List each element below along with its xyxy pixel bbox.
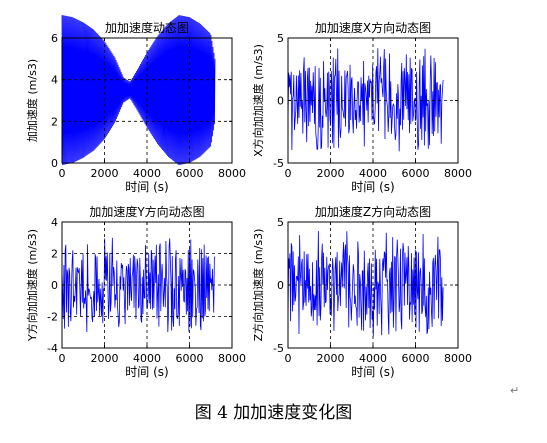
x-tick-label: 2000 bbox=[317, 352, 345, 365]
y-axis-label: 加加速度 (m/s3) bbox=[25, 59, 39, 142]
x-tick-label: 6000 bbox=[402, 167, 430, 180]
x-tick-label: 6000 bbox=[402, 352, 430, 365]
x-axis-label: 时间 (s) bbox=[351, 180, 394, 194]
y-tick-label: -5 bbox=[273, 342, 284, 355]
y-tick-label: -2 bbox=[47, 311, 58, 324]
y-axis-label: Z方向加加速度 (m/s3) bbox=[251, 229, 265, 342]
x-tick-label: 6000 bbox=[176, 352, 204, 365]
y-tick-label: -5 bbox=[273, 157, 284, 170]
y-tick-label: 5 bbox=[277, 32, 284, 45]
y-tick-label: 6 bbox=[51, 32, 58, 45]
y-tick-label: 0 bbox=[277, 279, 284, 292]
x-tick-label: 0 bbox=[285, 352, 292, 365]
x-tick-label: 8000 bbox=[218, 352, 246, 365]
x-tick-label: 8000 bbox=[444, 352, 472, 365]
x-tick-label: 4000 bbox=[359, 167, 387, 180]
x-tick-label: 4000 bbox=[359, 352, 387, 365]
x-tick-label: 0 bbox=[285, 167, 292, 180]
x-tick-label: 2000 bbox=[317, 167, 345, 180]
x-axis-label: 时间 (s) bbox=[125, 180, 168, 194]
y-tick-label: 0 bbox=[277, 95, 284, 108]
y-axis-label: Y方向加加速度 (m/s3) bbox=[25, 229, 39, 342]
x-axis-label: 时间 (s) bbox=[351, 365, 394, 379]
x-tick-label: 4000 bbox=[133, 167, 161, 180]
y-tick-label: 5 bbox=[277, 216, 284, 229]
x-tick-label: 0 bbox=[59, 167, 66, 180]
paragraph-mark-icon: ↵ bbox=[510, 384, 520, 397]
y-tick-label: 0 bbox=[51, 279, 58, 292]
x-tick-label: 8000 bbox=[444, 167, 472, 180]
chart-title: 加加速度Z方向动态图 bbox=[315, 204, 431, 219]
y-tick-label: 4 bbox=[51, 74, 58, 87]
y-tick-label: -4 bbox=[47, 342, 58, 355]
y-tick-label: 4 bbox=[51, 216, 58, 229]
x-tick-label: 6000 bbox=[176, 167, 204, 180]
x-tick-label: 2000 bbox=[91, 352, 119, 365]
x-tick-label: 0 bbox=[59, 352, 66, 365]
x-tick-label: 8000 bbox=[218, 167, 246, 180]
y-axis-label: X方向加加速度 (m/s3) bbox=[251, 44, 265, 157]
y-tick-label: 2 bbox=[51, 115, 58, 128]
chart-title: 加加速度X方向动态图 bbox=[315, 20, 431, 35]
series-line bbox=[61, 15, 216, 166]
chart-title: 加加速度Y方向动态图 bbox=[89, 204, 204, 219]
x-tick-label: 4000 bbox=[133, 352, 161, 365]
chart-title: 加加速度动态图 bbox=[105, 20, 189, 35]
series-line bbox=[287, 48, 444, 152]
y-tick-label: 0 bbox=[51, 157, 58, 170]
series-line bbox=[287, 231, 444, 337]
x-axis-label: 时间 (s) bbox=[125, 365, 168, 379]
y-tick-label: 2 bbox=[51, 248, 58, 261]
x-tick-label: 2000 bbox=[91, 167, 119, 180]
figure-caption: 图 4 加加速度变化图 bbox=[194, 403, 353, 423]
